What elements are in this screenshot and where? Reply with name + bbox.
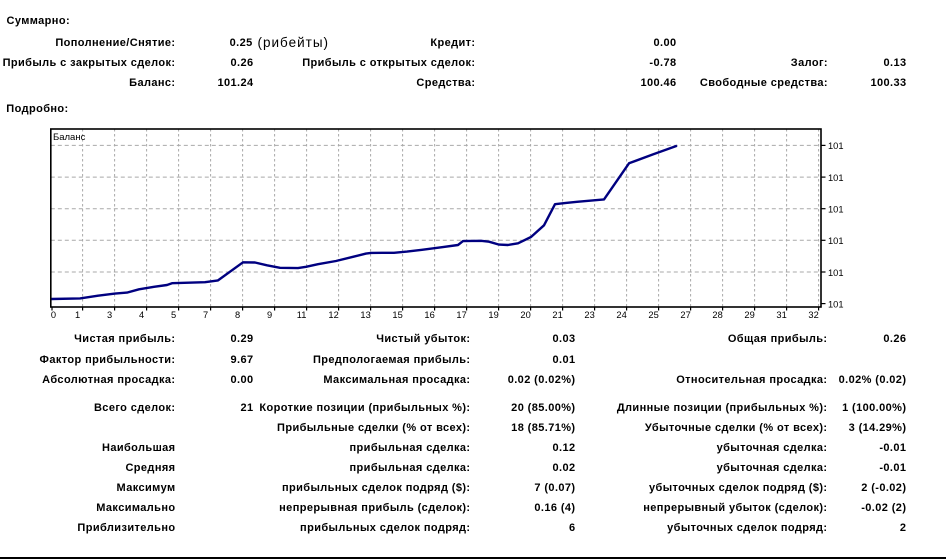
svg-text:1: 1 [75,310,80,320]
svg-text:17: 17 [456,310,466,320]
svg-text:101: 101 [828,141,844,151]
svg-text:32: 32 [808,310,818,320]
svg-text:11: 11 [297,310,307,320]
svg-text:12: 12 [328,310,338,320]
svg-text:20: 20 [520,310,530,320]
svg-text:16: 16 [424,310,434,320]
svg-text:15: 15 [392,310,402,320]
svg-text:29: 29 [744,310,754,320]
svg-text:4: 4 [139,310,144,320]
svg-text:21: 21 [552,310,562,320]
svg-text:28: 28 [712,310,722,320]
svg-text:23: 23 [584,310,594,320]
svg-text:5: 5 [171,310,176,320]
svg-text:101: 101 [828,299,844,309]
svg-text:25: 25 [648,310,658,320]
svg-text:101: 101 [828,205,844,215]
svg-text:9: 9 [267,310,272,320]
svg-text:Баланс: Баланс [53,132,86,143]
svg-text:101: 101 [828,268,844,278]
svg-text:7: 7 [203,310,208,320]
svg-text:31: 31 [776,310,786,320]
svg-text:101: 101 [828,173,844,183]
svg-text:13: 13 [360,310,370,320]
svg-text:3: 3 [107,310,112,320]
svg-text:8: 8 [235,310,240,320]
svg-text:24: 24 [616,310,626,320]
svg-text:27: 27 [680,310,690,320]
svg-text:0: 0 [51,310,56,320]
svg-text:101: 101 [828,236,844,246]
svg-text:19: 19 [488,310,498,320]
